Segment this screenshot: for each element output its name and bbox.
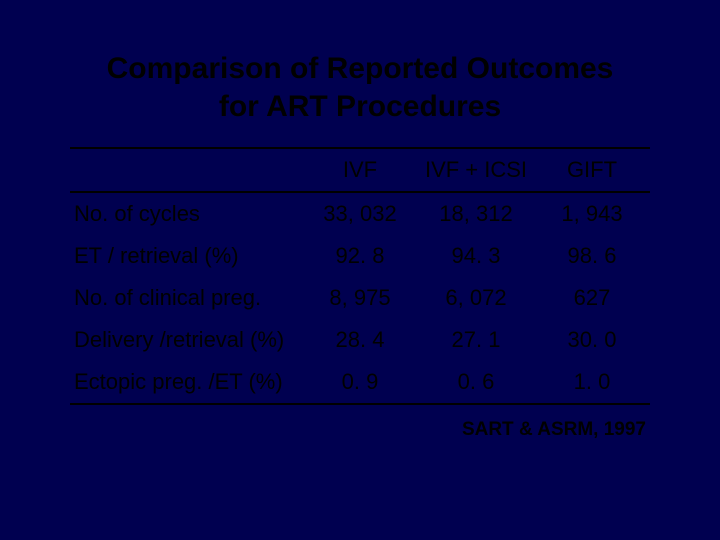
cell: 0. 9 <box>302 361 418 404</box>
cell: 627 <box>534 277 650 319</box>
cell: 98. 6 <box>534 235 650 277</box>
header-col-2: GIFT <box>534 148 650 192</box>
title-line-2: for ART Procedures <box>219 90 501 123</box>
table-row: ET / retrieval (%) 92. 8 94. 3 98. 6 <box>70 235 650 277</box>
row-label: No. of cycles <box>70 192 302 235</box>
header-col-0: IVF <box>302 148 418 192</box>
cell: 28. 4 <box>302 319 418 361</box>
cell: 33, 032 <box>302 192 418 235</box>
table-row: Ectopic preg. /ET (%) 0. 9 0. 6 1. 0 <box>70 361 650 404</box>
cell: 6, 072 <box>418 277 534 319</box>
header-blank <box>70 148 302 192</box>
row-label: ET / retrieval (%) <box>70 235 302 277</box>
row-label: No. of clinical preg. <box>70 277 302 319</box>
cell: 92. 8 <box>302 235 418 277</box>
cell: 27. 1 <box>418 319 534 361</box>
outcomes-table: IVF IVF + ICSI GIFT No. of cycles 33, 03… <box>70 147 650 405</box>
table-header-row: IVF IVF + ICSI GIFT <box>70 148 650 192</box>
table-row: No. of clinical preg. 8, 975 6, 072 627 <box>70 277 650 319</box>
cell: 1, 943 <box>534 192 650 235</box>
cell: 94. 3 <box>418 235 534 277</box>
row-label: Delivery /retrieval (%) <box>70 319 302 361</box>
header-col-1: IVF + ICSI <box>418 148 534 192</box>
footnote: SART & ASRM, 1997 <box>70 419 650 441</box>
cell: 30. 0 <box>534 319 650 361</box>
row-label: Ectopic preg. /ET (%) <box>70 361 302 404</box>
cell: 18, 312 <box>418 192 534 235</box>
cell: 1. 0 <box>534 361 650 404</box>
slide-title: Comparison of Reported Outcomes for ART … <box>70 50 650 125</box>
table-row: No. of cycles 33, 032 18, 312 1, 943 <box>70 192 650 235</box>
cell: 0. 6 <box>418 361 534 404</box>
title-line-1: Comparison of Reported Outcomes <box>107 52 614 85</box>
table-row: Delivery /retrieval (%) 28. 4 27. 1 30. … <box>70 319 650 361</box>
slide: Comparison of Reported Outcomes for ART … <box>0 0 720 540</box>
cell: 8, 975 <box>302 277 418 319</box>
